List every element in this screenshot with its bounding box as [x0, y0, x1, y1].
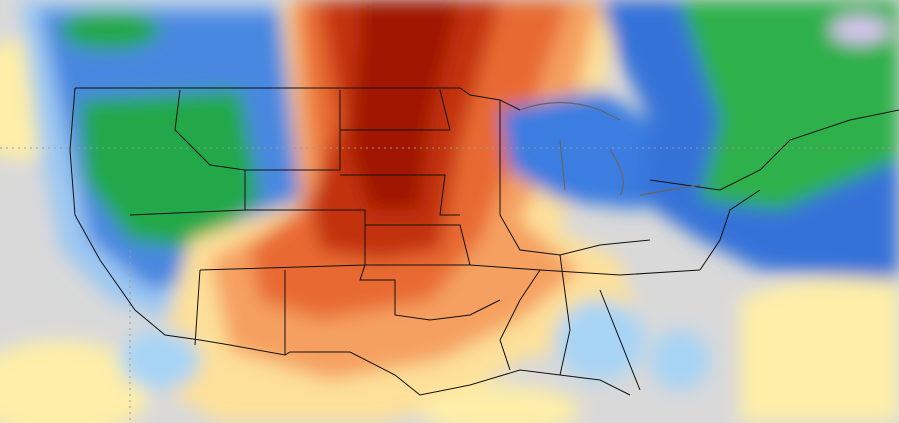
lakes — [519, 101, 701, 196]
borders — [69, 87, 899, 396]
